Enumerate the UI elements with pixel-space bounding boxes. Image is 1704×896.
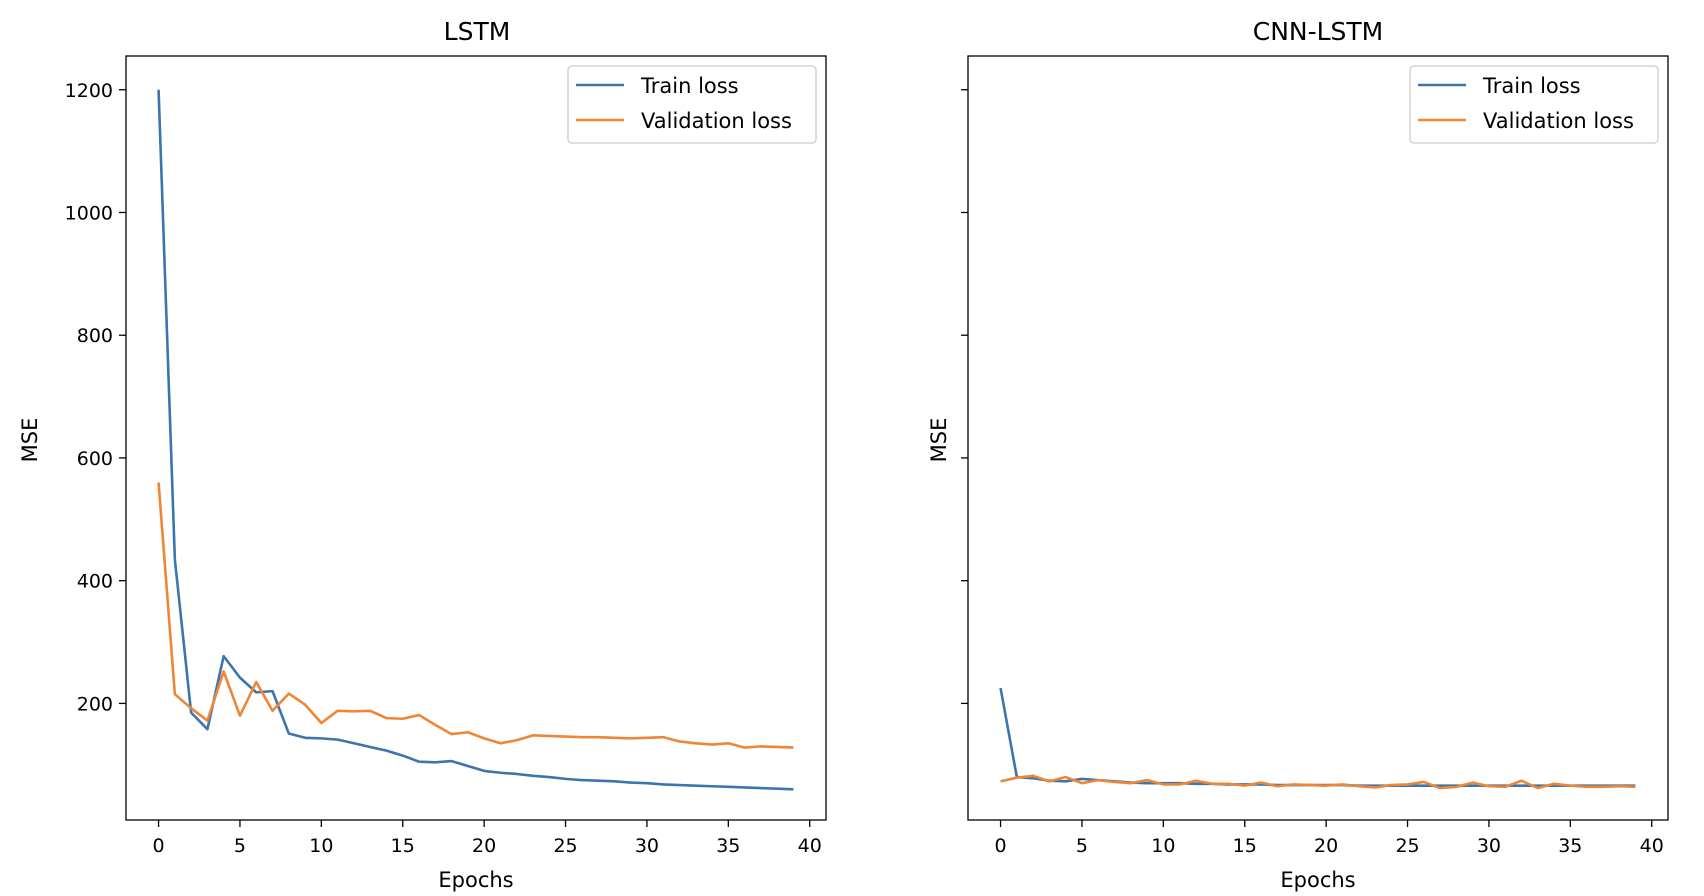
x-axis-label-lstm: Epochs xyxy=(438,868,513,892)
x-tick-label: 35 xyxy=(716,835,740,857)
validation-loss-line-lstm xyxy=(157,482,794,749)
chart-title-lstm: LSTM xyxy=(444,17,511,46)
y-axis-label-lstm: MSE xyxy=(18,418,42,463)
x-tick-label: 5 xyxy=(234,835,246,857)
subplot-cnn-lstm: CNN-LSTM 0 5 10 15 20 25 30 35 40 Epochs MSE Tra… xyxy=(927,17,1669,892)
legend-label-validation-cnn-lstm: Validation loss xyxy=(1483,109,1634,133)
x-tick-label: 20 xyxy=(1314,835,1338,857)
x-tick-label: 5 xyxy=(1076,835,1088,857)
y-tick-label: 200 xyxy=(77,693,113,715)
x-tick-label: 25 xyxy=(553,835,577,857)
legend-label-train-cnn-lstm: Train loss xyxy=(1482,74,1581,98)
x-tick-label: 20 xyxy=(472,835,496,857)
ticks-lstm: 0 5 10 15 20 25 30 35 40 200 400 600 800 1000 1200 xyxy=(65,80,822,857)
legend-cnn-lstm: Train loss Validation loss xyxy=(1409,65,1659,144)
y-tick-label: 400 xyxy=(77,571,113,593)
plot-area-lstm xyxy=(157,89,794,791)
y-axis-label-cnn-lstm: MSE xyxy=(927,418,951,463)
x-tick-label: 10 xyxy=(309,835,333,857)
plot-area-cnn-lstm xyxy=(999,687,1636,790)
x-tick-label: 40 xyxy=(1640,835,1664,857)
legend-label-validation-lstm: Validation loss xyxy=(641,109,792,133)
y-tick-label: 600 xyxy=(77,448,113,470)
y-tick-label: 800 xyxy=(77,325,113,347)
ticks-cnn-lstm: 0 5 10 15 20 25 30 35 40 xyxy=(961,89,1664,857)
x-tick-label: 30 xyxy=(1477,835,1501,857)
y-tick-label: 1000 xyxy=(65,202,113,224)
subplot-lstm: LSTM 0 5 10 15 20 25 30 35 40 200 400 600 800 1000 120… xyxy=(18,17,827,892)
axes-frame-cnn-lstm xyxy=(967,55,1669,821)
x-axis-label-cnn-lstm: Epochs xyxy=(1280,868,1355,892)
legend-label-train-lstm: Train loss xyxy=(640,74,739,98)
x-tick-label: 15 xyxy=(1233,835,1257,857)
legend-box-cnn-lstm xyxy=(1409,65,1659,144)
x-tick-label: 0 xyxy=(153,835,165,857)
x-tick-label: 30 xyxy=(635,835,659,857)
validation-loss-line-cnn-lstm xyxy=(1000,774,1636,790)
x-tick-label: 0 xyxy=(995,835,1007,857)
x-tick-label: 35 xyxy=(1558,835,1582,857)
train-loss-line-cnn-lstm xyxy=(999,687,1636,787)
legend-lstm: Train loss Validation loss xyxy=(567,65,817,144)
x-tick-label: 25 xyxy=(1395,835,1419,857)
axes-frame-lstm xyxy=(125,55,827,821)
chart-title-cnn-lstm: CNN-LSTM xyxy=(1253,17,1384,46)
y-tick-label: 1200 xyxy=(65,80,113,102)
x-tick-label: 40 xyxy=(798,835,822,857)
x-tick-label: 15 xyxy=(391,835,415,857)
legend-box-lstm xyxy=(567,65,817,144)
train-loss-line-lstm xyxy=(157,89,794,791)
x-tick-label: 10 xyxy=(1151,835,1175,857)
